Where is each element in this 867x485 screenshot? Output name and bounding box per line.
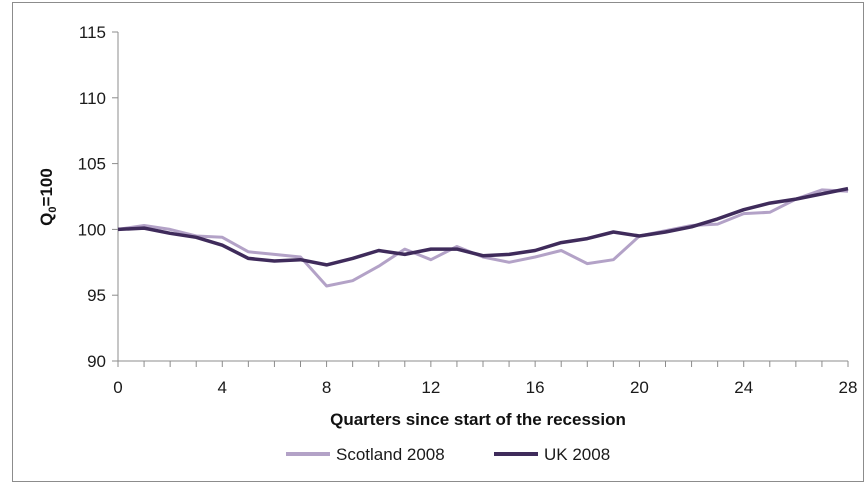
- legend-label-uk: UK 2008: [544, 445, 610, 464]
- series-group: [117, 186, 849, 288]
- legend: Scotland 2008 UK 2008: [286, 445, 610, 464]
- y-axis-title-main: Q: [37, 213, 56, 226]
- x-axis-title: Quarters since start of the recession: [330, 410, 626, 429]
- x-tick-label: 12: [421, 378, 440, 397]
- y-axis-title-subscript: 0: [47, 206, 59, 212]
- y-axis-title: Q0=100: [37, 168, 59, 226]
- x-tick-label: 4: [218, 378, 227, 397]
- chart-frame: [12, 2, 864, 482]
- x-tick-label: 20: [630, 378, 649, 397]
- axes: [117, 32, 848, 362]
- x-tick-label: 0: [113, 378, 122, 397]
- y-axis-title-rest: =100: [37, 168, 56, 206]
- series-line-uk: [117, 186, 849, 267]
- legend-label-scotland: Scotland 2008: [336, 445, 445, 464]
- x-tick-label: 16: [526, 378, 545, 397]
- x-tick-label: 24: [734, 378, 753, 397]
- series-line-scotland: [117, 188, 849, 288]
- y-tick-group: 90 95 100 105 110 115: [78, 23, 118, 371]
- x-tick-label: 28: [839, 378, 858, 397]
- y-tick-label: 90: [87, 352, 106, 371]
- x-tick-label: 8: [322, 378, 331, 397]
- y-tick-label: 105: [78, 155, 106, 174]
- y-tick-label: 100: [78, 220, 106, 239]
- y-tick-label: 95: [87, 286, 106, 305]
- y-tick-label: 110: [79, 89, 106, 108]
- x-tick-group: 0 4 8 12 16 20 24 28: [113, 361, 857, 397]
- y-tick-label: 115: [79, 23, 106, 42]
